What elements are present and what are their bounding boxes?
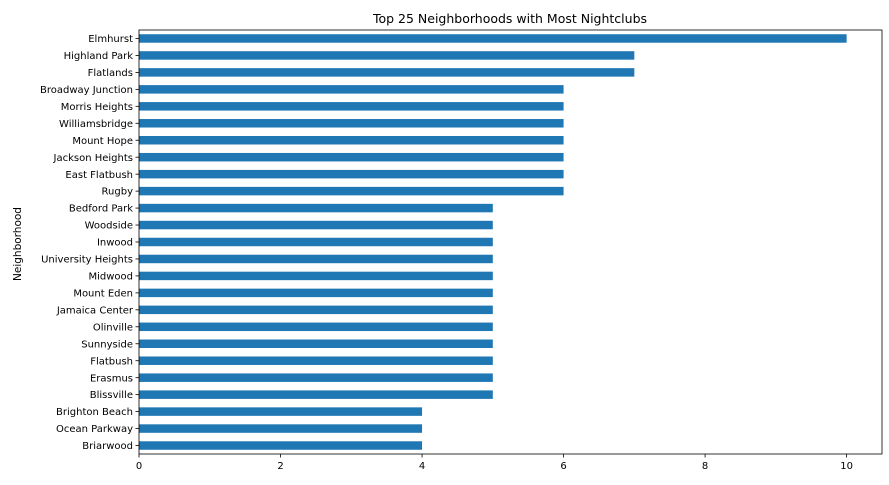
bar xyxy=(139,169,564,179)
y-tick-label: Erasmus xyxy=(90,373,133,384)
bar xyxy=(139,356,493,365)
bar xyxy=(139,220,493,230)
y-tick-label: Mount Hope xyxy=(72,136,133,147)
bar xyxy=(139,85,564,94)
x-tick-label: 10 xyxy=(840,461,853,472)
y-tick-label: Woodside xyxy=(85,221,133,232)
bar xyxy=(139,68,635,77)
bar xyxy=(139,390,493,399)
axes-frame xyxy=(138,29,883,455)
chart-title: Top 25 Neighborhoods with Most Nightclub… xyxy=(372,11,647,26)
bar xyxy=(139,305,493,315)
bar xyxy=(139,34,847,43)
bars-layer xyxy=(139,34,847,450)
y-tick-label: Elmhurst xyxy=(88,34,133,45)
x-tick-label: 4 xyxy=(419,461,425,472)
y-tick-label: East Flatbush xyxy=(65,170,133,181)
y-tick-label: Bedford Park xyxy=(69,204,133,215)
y-axis-label: Neighborhood xyxy=(12,207,24,281)
bar xyxy=(139,441,423,450)
y-axis-ticks: Elmhurst Highland Park Flatlands Broadway J… xyxy=(40,34,139,452)
bar xyxy=(139,119,564,128)
y-tick-label: Ocean Parkway xyxy=(56,424,133,435)
bar xyxy=(139,254,493,264)
y-tick-label: Rugby xyxy=(102,187,134,198)
y-tick-label: Flatlands xyxy=(88,68,133,79)
y-tick-label: Mount Eden xyxy=(73,288,133,299)
y-tick-label: Brighton Beach xyxy=(56,407,133,418)
y-tick-label: Jamaica Center xyxy=(56,305,134,316)
y-tick-label: Broadway Junction xyxy=(40,85,133,96)
bar xyxy=(139,152,564,162)
y-tick-label: Flatbush xyxy=(90,356,133,367)
y-tick-label: Morris Heights xyxy=(61,102,133,113)
bar xyxy=(139,373,493,382)
x-axis-ticks: 0 2 4 6 8 10 xyxy=(136,454,853,472)
y-tick-label: Williamsbridge xyxy=(59,119,133,130)
bar xyxy=(139,288,493,298)
y-tick-label: Briarwood xyxy=(82,441,133,452)
x-tick-label: 6 xyxy=(560,461,566,472)
y-tick-label: Highland Park xyxy=(64,51,134,62)
y-tick-label: Jackson Heights xyxy=(53,153,133,164)
bar xyxy=(139,322,493,332)
bar xyxy=(139,203,493,213)
bar xyxy=(139,186,564,196)
y-tick-label: Blissville xyxy=(90,390,133,401)
bar xyxy=(139,424,423,433)
bar xyxy=(139,339,493,348)
bar xyxy=(139,407,423,416)
bar xyxy=(139,237,493,247)
bar xyxy=(139,271,493,281)
bar xyxy=(139,102,564,111)
x-tick-label: 2 xyxy=(277,461,283,472)
bar xyxy=(139,51,635,60)
x-tick-label: 8 xyxy=(702,461,708,472)
y-tick-label: University Heights xyxy=(41,255,133,266)
bar xyxy=(139,136,564,145)
y-tick-label: Inwood xyxy=(97,238,133,249)
x-tick-label: 0 xyxy=(136,461,142,472)
plot-border xyxy=(138,29,883,455)
y-tick-label: Olinville xyxy=(93,322,133,333)
y-tick-label: Sunnyside xyxy=(81,339,133,350)
y-tick-label: Midwood xyxy=(88,272,133,283)
